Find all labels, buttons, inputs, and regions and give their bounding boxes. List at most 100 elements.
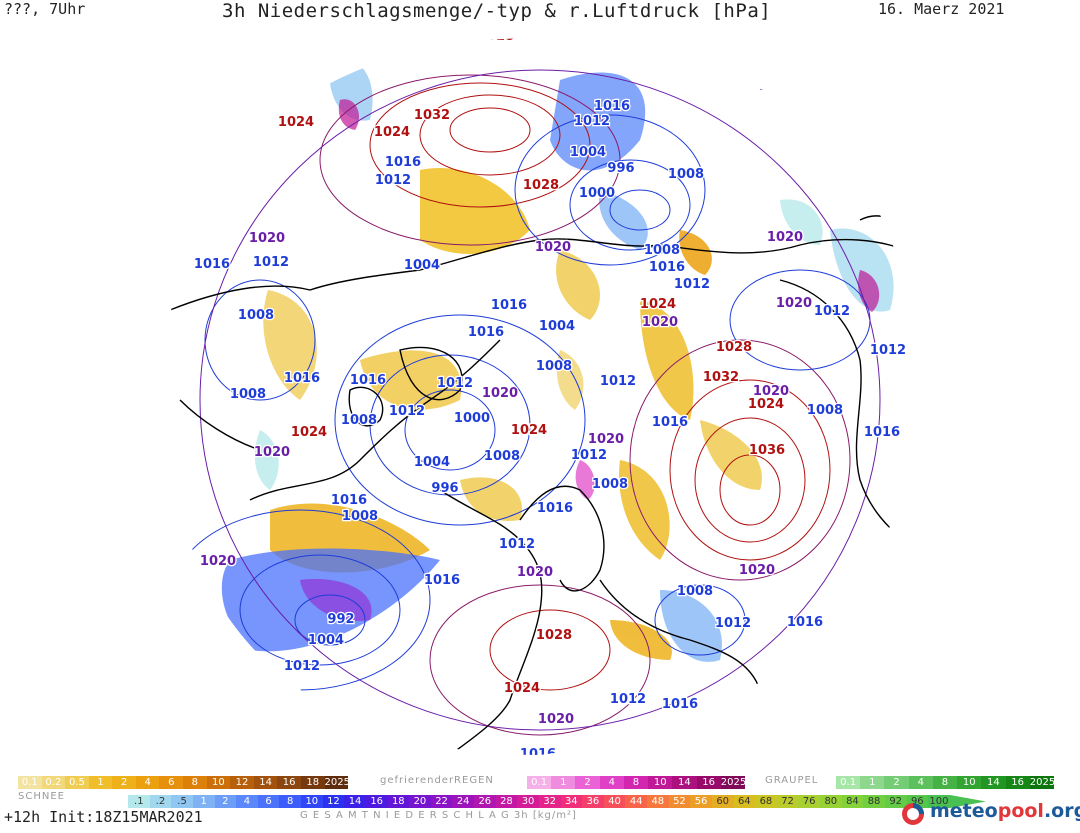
isobar-label: 1036 [749,443,785,458]
graupel-legend-title: GRAUPEL [765,775,819,786]
map-title: 3h Niederschlagsmenge/-typ & r.Luftdruck… [222,0,772,22]
isobar-label: 1016 [864,425,900,440]
legend-swatch: 100 [928,795,950,808]
isobar-label: 1020 [588,432,624,447]
legend-swatch: 16 [1005,776,1030,789]
isobar-label: 1024 [291,425,327,440]
legend-swatch: 18 [387,795,410,808]
isobar-label: 1016 [284,371,320,386]
legend-swatch: 44 [625,795,647,808]
isobar-label: 1016 [331,493,367,508]
legend-swatch: 76 [798,795,820,808]
isobar-label: 1024 [640,297,676,312]
legend-swatch: 16 [277,776,301,789]
forecast-date: 16. Maerz 2021 [878,0,1005,18]
init-time-label: +12h Init:18Z15MAR2021 [4,808,203,826]
isobar-label: 1000 [454,411,490,426]
isobar-label: 1012 [610,692,646,707]
isobar-label: 996 [607,161,634,176]
polar-stereographic-map: 1028 1032 1024 1024 1016 1012 1028 1016 1012 1004… [164,38,915,755]
legend-swatch: 2025+ [1029,776,1054,789]
legend-swatch: 34 [560,795,583,808]
legend-swatch: 18 [300,776,325,789]
isobar-label: 1012 [574,114,610,129]
legend-swatch: 1 [88,776,113,789]
isobar-label: 1012 [674,277,710,292]
legend-arrow-icon [950,795,986,808]
legend-swatch: 0.5 [65,776,89,789]
legend-swatch: 56 [690,795,712,808]
legend-swatch: 22 [430,795,453,808]
isobar-label: 1012 [571,448,607,463]
legend-swatch: 4 [908,776,933,789]
isobar-label: 1016 [787,615,823,630]
legend-swatch: 2025+ [324,776,349,789]
isobar-label: 1020 [200,554,236,569]
isobar-label: 1004 [539,319,575,334]
legend-swatch: 64 [733,795,756,808]
legend-swatch: 84 [841,795,864,808]
isobar-label: 1032 [703,370,739,385]
legend-swatch: 4 [135,776,160,789]
legend-swatch: 30 [517,795,539,808]
legend-swatch: 12 [322,795,345,808]
isobar-label: 1028 [716,340,752,355]
isobar-label: 1012 [389,404,425,419]
legend-swatch: 2 [575,776,600,789]
legend-swatch: 2 [112,776,136,789]
isobar-label: 1004 [308,633,344,648]
isobar-label: 1004 [570,145,606,160]
isobar-label: 1032 [414,108,450,123]
isobar-label: 1012 [600,374,636,389]
isobar-label: 1020 [776,296,812,311]
isobar-label: 1024 [748,397,784,412]
isobar-label: 1028 [536,628,572,643]
isobar-label: 1008 [238,308,274,323]
isobar-label: 1008 [536,359,572,374]
isobar-label: 996 [431,481,458,496]
isobar-label: 1004 [404,258,440,273]
legend-swatch: 10 [206,776,231,789]
legend-swatch: 88 [863,795,885,808]
legend-swatch: 0.2 [41,776,66,789]
legend-swatch: 8 [932,776,958,789]
isobar-labels: 1028 1032 1024 1024 1016 1012 1028 1016 1012 1004… [193,38,908,755]
legend-swatch: 16 [365,795,388,808]
meteopool-brand[interactable]: meteopool.org [930,800,1080,822]
legend-swatch: 14 [981,776,1006,789]
isobar-label: 1008 [230,387,266,402]
legend-swatch: 2025+ [720,776,745,789]
isobar-label: 1012 [437,376,473,391]
legend-swatch: 0.1 [836,776,861,789]
isobar-label: 1020 [254,445,290,460]
legend-swatch: 2 [884,776,909,789]
isobar-label: 1016 [424,573,460,588]
legend-swatch: 6 [257,795,280,808]
legend-swatch: 68 [755,795,777,808]
isobar-label: 1020 [642,315,678,330]
isobar-lines [169,69,881,736]
legend-swatch: 32 [538,795,561,808]
legend-swatch: 4 [599,776,624,789]
legend-swatch: 6 [159,776,184,789]
isobar-label: 1008 [807,403,843,418]
isobar-label: 1020 [249,231,285,246]
location-time-label: ???, 7Uhr [4,0,86,18]
isobar-label: 1020 [739,563,775,578]
isobar-label: 1016 [468,325,504,340]
legend-swatch: 8 [623,776,649,789]
isobar-label: 992 [327,612,354,627]
isobar-label: 1020 [482,386,518,401]
legend-swatch: .5 [171,795,193,808]
isobar-label: 1024 [504,681,540,696]
isobar-label: 1020 [767,230,803,245]
isobar-label: 1020 [535,240,571,255]
isobar-label: 1016 [194,257,230,272]
isobar-label: 1000 [579,186,615,201]
isobar-label: 1012 [253,255,289,270]
legend-swatch: 8 [279,795,301,808]
isobar-label: 1020 [517,565,553,580]
